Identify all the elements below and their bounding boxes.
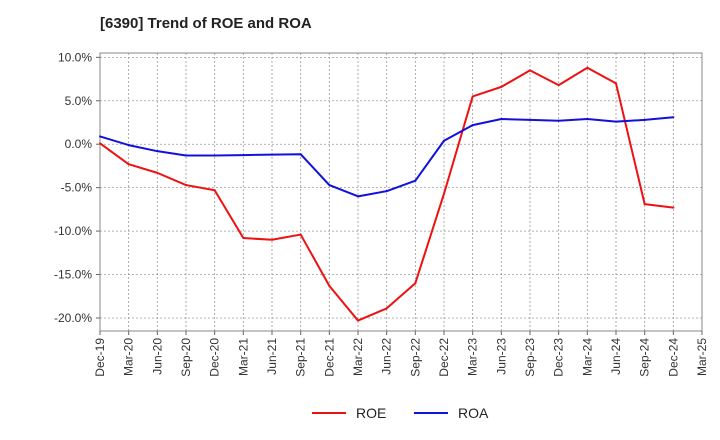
y-tick-label: 5.0%	[65, 94, 93, 108]
data-point-roa	[99, 135, 101, 138]
x-tick-label: Sep-24	[638, 338, 652, 377]
y-tick-label: -5.0%	[61, 181, 93, 195]
data-point-roe	[385, 307, 388, 310]
data-point-roa	[185, 154, 187, 157]
data-point-roa	[500, 118, 503, 121]
data-point-roa	[328, 184, 331, 187]
data-point-roe	[443, 192, 445, 195]
data-point-roa	[443, 139, 445, 142]
data-point-roe	[99, 142, 101, 145]
plot-area	[99, 52, 703, 332]
x-tick-label: Dec-24	[666, 338, 680, 377]
legend-swatch-roe	[312, 412, 346, 414]
x-tick-label: Mar-24	[580, 338, 594, 376]
axis-ticks: Dec-19 Mar-20 Jun-20 Sep-20 Dec-20 Mar-21 Jun-…	[54, 50, 709, 376]
data-point-roe	[471, 95, 474, 98]
x-tick-label: Dec-22	[437, 338, 451, 377]
x-tick-label: Dec-23	[552, 338, 566, 377]
y-tick-label: 0.0%	[65, 137, 93, 151]
data-point-roe	[357, 319, 359, 322]
data-point-roa	[385, 190, 388, 193]
data-point-roe	[586, 66, 589, 69]
data-point-roe	[615, 82, 617, 85]
data-point-roe	[557, 84, 560, 87]
y-tick-label: -20.0%	[54, 311, 92, 325]
data-point-roa	[672, 116, 675, 119]
x-tick-label: Mar-21	[236, 338, 250, 376]
x-tick-label: Mar-25	[695, 338, 709, 376]
legend-label-roa: ROA	[458, 405, 489, 421]
x-tick-label: Sep-20	[179, 338, 193, 377]
legend-swatch-roa	[414, 412, 448, 414]
x-tick-label: Jun-23	[494, 338, 508, 375]
data-point-roa	[127, 144, 130, 147]
data-point-roa	[643, 118, 646, 121]
data-point-roe	[185, 184, 187, 187]
y-tick-label: 10.0%	[58, 50, 92, 64]
y-tick-label: -10.0%	[54, 224, 92, 238]
data-point-roe	[242, 237, 245, 240]
data-point-roa	[357, 195, 359, 198]
x-tick-label: Sep-23	[523, 338, 537, 377]
y-tick-label: -15.0%	[54, 268, 92, 282]
data-point-roe	[127, 163, 130, 166]
series-layer	[99, 66, 675, 322]
data-point-roe	[328, 284, 331, 287]
x-tick-label: Mar-20	[122, 338, 136, 376]
legend-item-roa: ROA	[414, 405, 488, 421]
data-point-roa	[586, 118, 589, 121]
x-tick-label: Dec-20	[208, 338, 222, 377]
data-point-roe	[271, 238, 273, 241]
x-tick-label: Jun-22	[380, 338, 394, 375]
data-point-roa	[557, 119, 560, 122]
x-tick-label: Sep-21	[294, 338, 308, 377]
x-tick-label: Sep-22	[408, 338, 422, 377]
data-point-roa	[529, 118, 531, 121]
data-point-roa	[156, 150, 159, 153]
data-point-roa	[471, 124, 474, 127]
legend-item-roe: ROE	[312, 405, 386, 421]
chart-title: [6390] Trend of ROE and ROA	[100, 15, 312, 32]
data-point-roa	[615, 120, 617, 123]
x-tick-label: Dec-19	[93, 338, 107, 377]
data-point-roa	[299, 153, 302, 156]
data-point-roa	[271, 153, 273, 156]
data-point-roe	[156, 171, 159, 174]
data-point-roa	[213, 154, 216, 157]
x-tick-label: Mar-22	[351, 338, 365, 376]
data-point-roe	[529, 69, 531, 72]
data-point-roe	[299, 233, 302, 236]
legend: ROE ROA	[0, 405, 720, 425]
data-point-roe	[213, 189, 216, 192]
x-tick-label: Jun-24	[609, 338, 623, 375]
data-point-roa	[414, 179, 417, 182]
x-tick-label: Mar-23	[466, 338, 480, 376]
data-point-roe	[500, 85, 503, 88]
data-point-roe	[643, 203, 646, 206]
data-point-roe	[414, 282, 417, 285]
grid-layer	[100, 53, 702, 331]
legend-label-roe: ROE	[356, 405, 387, 421]
x-tick-label: Dec-21	[322, 338, 336, 377]
data-point-roa	[242, 154, 245, 157]
x-tick-label: Jun-20	[150, 338, 164, 375]
x-tick-label: Jun-21	[265, 338, 279, 375]
data-point-roe	[672, 206, 675, 209]
